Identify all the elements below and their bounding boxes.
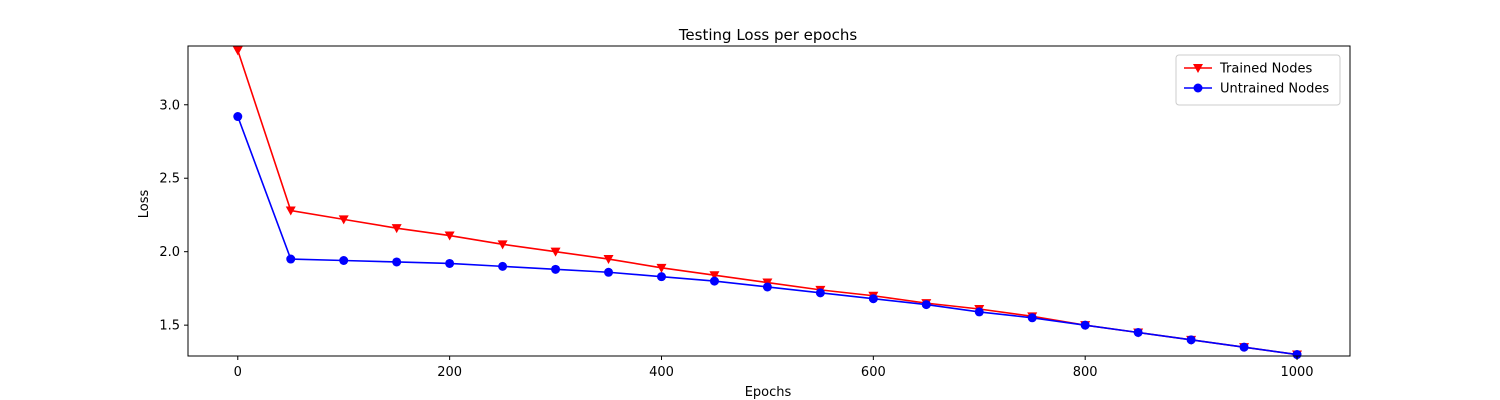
data-point-1-20 xyxy=(1292,350,1302,360)
x-tick-label-5: 1000 xyxy=(1280,365,1313,380)
data-point-1-11 xyxy=(815,288,825,298)
y-tick-label-2: 2.5 xyxy=(159,172,180,187)
legend: Trained Nodes Untrained Nodes xyxy=(1175,54,1341,106)
data-point-0-6 xyxy=(550,247,561,257)
x-tick-label-3: 600 xyxy=(861,365,886,380)
legend-label-0: Trained Nodes xyxy=(1219,62,1313,77)
data-point-1-12 xyxy=(868,294,878,304)
data-point-1-16 xyxy=(1080,320,1090,330)
data-point-0-7 xyxy=(603,255,614,265)
data-point-0-2 xyxy=(338,215,349,225)
x-tick-label-4: 800 xyxy=(1073,365,1098,380)
data-point-1-4 xyxy=(445,258,455,268)
data-point-1-13 xyxy=(921,300,931,310)
y-axis: 1.5 2.0 2.5 3.0 xyxy=(159,98,188,334)
chart-title: Testing Loss per epochs xyxy=(678,26,858,44)
data-point-1-19 xyxy=(1239,342,1249,352)
legend-label-1: Untrained Nodes xyxy=(1220,82,1329,97)
series-1 xyxy=(233,112,1302,360)
x-axis: 0 200 400 600 800 1000 xyxy=(234,356,1314,380)
data-point-1-9 xyxy=(709,276,719,286)
legend-marker-0 xyxy=(1193,64,1203,73)
axes-frame xyxy=(187,45,1351,357)
x-tick-label-1: 200 xyxy=(437,365,462,380)
data-point-1-5 xyxy=(498,261,508,271)
data-point-0-4 xyxy=(444,231,455,241)
data-point-1-0 xyxy=(233,112,243,122)
data-point-1-2 xyxy=(339,256,349,266)
data-point-1-6 xyxy=(551,264,561,274)
y-tick-label-3: 3.0 xyxy=(159,98,180,113)
legend-box xyxy=(1175,54,1341,106)
legend-marker-1 xyxy=(1193,83,1203,93)
data-point-0-8 xyxy=(656,263,667,273)
x-tick-label-2: 400 xyxy=(649,365,674,380)
data-point-1-15 xyxy=(1027,313,1037,323)
data-point-1-8 xyxy=(656,272,666,282)
data-point-0-1 xyxy=(285,206,296,216)
data-point-1-1 xyxy=(286,254,296,264)
y-tick-label-1: 2.0 xyxy=(159,245,180,260)
series-line-1 xyxy=(237,116,1298,356)
data-point-0-9 xyxy=(709,271,720,281)
plot-area xyxy=(232,46,1303,360)
series-0 xyxy=(232,46,1303,360)
data-point-0-0 xyxy=(232,46,243,56)
series-line-0 xyxy=(237,50,1298,356)
data-point-1-3 xyxy=(392,257,402,267)
data-point-1-10 xyxy=(762,282,772,292)
data-point-0-3 xyxy=(391,224,402,234)
y-tick-label-0: 1.5 xyxy=(159,319,180,334)
data-point-1-17 xyxy=(1133,327,1143,337)
y-axis-label: Loss xyxy=(137,190,152,219)
x-tick-label-0: 0 xyxy=(234,365,242,380)
x-axis-label: Epochs xyxy=(745,385,792,400)
data-point-1-7 xyxy=(604,267,614,277)
data-point-0-5 xyxy=(497,240,508,250)
data-point-1-18 xyxy=(1186,335,1196,345)
data-point-1-14 xyxy=(974,307,984,317)
